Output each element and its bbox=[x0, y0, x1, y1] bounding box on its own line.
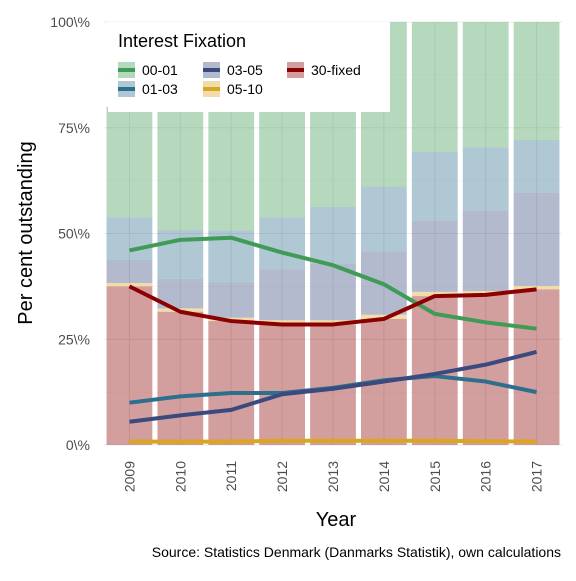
y-tick-label: 100\% bbox=[50, 14, 90, 30]
source-caption: Source: Statistics Denmark (Danmarks Sta… bbox=[152, 544, 561, 560]
bar-segment-00-01 bbox=[259, 106, 306, 218]
bar-segment-01-03 bbox=[259, 217, 306, 270]
legend-background bbox=[108, 22, 390, 112]
y-tick-label: 0\% bbox=[66, 437, 90, 453]
bar-segment-05-10 bbox=[411, 291, 458, 297]
bar-segment-00-01 bbox=[513, 22, 560, 141]
x-tick-label: 2012 bbox=[274, 461, 290, 492]
legend-label-05-10: 05-10 bbox=[227, 81, 263, 97]
bar-segment-30-fixed bbox=[259, 324, 306, 445]
line-layer bbox=[128, 235, 538, 444]
y-tick-label: 25\% bbox=[58, 331, 90, 347]
bar-segment-05-10 bbox=[310, 320, 356, 325]
y-axis-title: Per cent outstanding bbox=[15, 141, 37, 324]
x-tick-label: 2016 bbox=[478, 461, 494, 492]
bar-segment-00-01 bbox=[462, 22, 509, 148]
y-tick-labels: 0\% 25\% 50\% 75\% 100\% bbox=[50, 14, 90, 453]
bar-segment-01-03 bbox=[360, 186, 407, 252]
bar-segment-00-01 bbox=[106, 106, 153, 218]
series-line-30-fixed bbox=[128, 284, 537, 327]
series-line-00-01 bbox=[129, 235, 537, 331]
x-tick-label: 2015 bbox=[427, 461, 443, 492]
x-tick-label: 2011 bbox=[223, 461, 239, 491]
bar-segment-03-05 bbox=[259, 269, 306, 321]
bar-segment-30-fixed bbox=[157, 311, 204, 445]
bar-segment-03-05 bbox=[208, 282, 255, 318]
bar-segment-03-05 bbox=[411, 220, 458, 292]
x-axis-title: Year bbox=[316, 509, 357, 531]
bar-segment-30-fixed bbox=[462, 294, 509, 445]
bar-segment-01-03 bbox=[513, 140, 560, 193]
y-tick-label: 50\% bbox=[58, 226, 90, 242]
bar-segment-05-10 bbox=[259, 320, 306, 325]
legend-label-00-01: 00-01 bbox=[142, 62, 178, 78]
bar-segment-30-fixed bbox=[208, 321, 255, 445]
series-line-05-10 bbox=[129, 438, 537, 444]
x-tick-labels: 2009 2010 2011 2012 2013 2014 2015 2016 2017 bbox=[121, 461, 544, 492]
legend: 00-01 03-05 30-fixed 01-03 05-10 bbox=[118, 62, 361, 97]
x-tick-label: 2009 bbox=[121, 461, 137, 492]
bar-segment-01-03 bbox=[106, 217, 153, 260]
bar-segment-03-05 bbox=[513, 192, 560, 286]
legend-label-01-03: 01-03 bbox=[142, 81, 178, 97]
legend-label-30-fixed: 30-fixed bbox=[311, 62, 361, 78]
legend-label-03-05: 03-05 bbox=[227, 62, 263, 78]
bar-segment-00-01 bbox=[208, 106, 255, 231]
bar-segment-00-01 bbox=[157, 106, 204, 231]
bar-segment-01-03 bbox=[462, 147, 509, 211]
bar-segment-01-03 bbox=[411, 151, 458, 221]
x-tick-label: 2010 bbox=[172, 461, 188, 492]
x-tick-label: 2014 bbox=[376, 461, 392, 492]
bar-segment-05-10 bbox=[513, 285, 560, 290]
x-tick-label: 2017 bbox=[529, 461, 545, 492]
bar-segment-00-01 bbox=[411, 22, 458, 152]
y-tick-label: 75\% bbox=[58, 120, 90, 136]
bar-segment-30-fixed bbox=[513, 289, 560, 445]
legend-title: Interest Fixation bbox=[118, 31, 246, 51]
bar-segment-00-01 bbox=[310, 106, 356, 207]
bar-segment-03-05 bbox=[462, 210, 509, 292]
bar-segment-01-03 bbox=[310, 206, 356, 264]
bar-segment-03-05 bbox=[106, 259, 153, 283]
bar-segment-03-05 bbox=[310, 263, 356, 321]
x-tick-label: 2013 bbox=[325, 461, 341, 492]
series-line-03-05 bbox=[129, 349, 538, 424]
bar-segment-05-10 bbox=[106, 282, 153, 287]
